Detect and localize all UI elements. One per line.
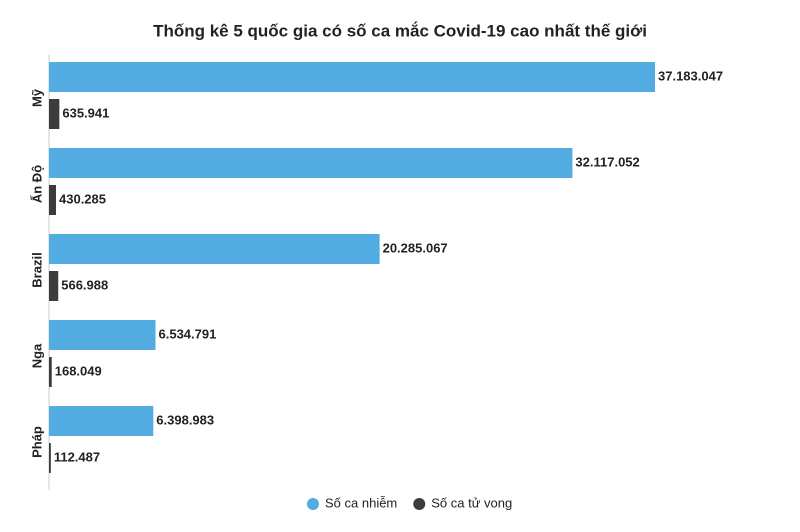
bar: [49, 320, 156, 350]
y-tick-label: Brazil: [29, 252, 44, 287]
bar: [49, 357, 52, 387]
value-label: 635.941: [62, 105, 109, 120]
value-label: 168.049: [55, 363, 102, 378]
value-label: 430.285: [59, 191, 106, 206]
bar: [49, 99, 60, 129]
value-label: 566.988: [61, 277, 108, 292]
value-label: 112.487: [54, 449, 100, 464]
bar: [49, 234, 380, 264]
legend-marker: [307, 498, 319, 510]
y-tick-label: Mỹ: [29, 88, 44, 107]
value-label: 37.183.047: [658, 68, 723, 83]
bar: [49, 406, 154, 436]
y-tick-label: Nga: [29, 343, 44, 368]
value-label: 20.285.067: [383, 240, 448, 255]
value-label: 6.398.983: [156, 412, 214, 427]
y-tick-label: Ấn Độ: [29, 165, 44, 203]
value-label: 32.117.052: [575, 154, 639, 169]
legend-label: Số ca nhiễm: [325, 495, 397, 510]
bar: [49, 443, 51, 473]
bar: [49, 271, 59, 301]
y-tick-label: Pháp: [29, 426, 44, 458]
chart-title: Thống kê 5 quốc gia có số ca mắc Covid-1…: [153, 21, 647, 40]
value-label: 6.534.791: [159, 326, 217, 341]
legend-marker: [413, 498, 426, 510]
legend-label: Số ca tử vong: [431, 495, 512, 510]
bar: [49, 62, 655, 92]
bar: [49, 148, 573, 178]
bar: [49, 185, 57, 215]
